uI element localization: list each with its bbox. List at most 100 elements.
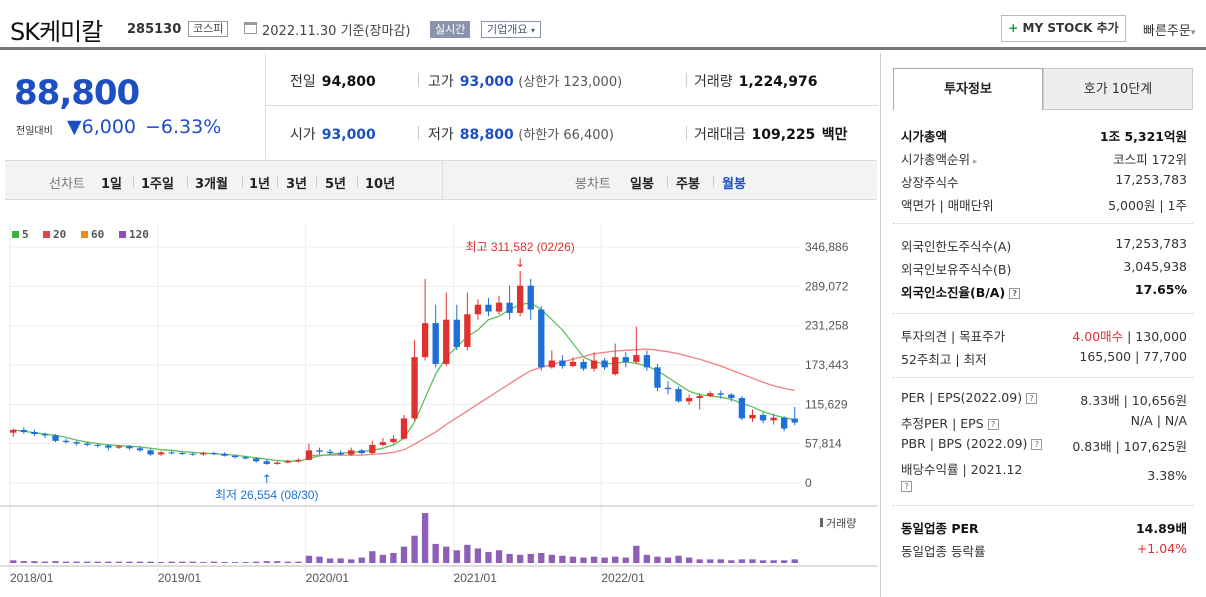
- compare-label: 전일대비: [16, 126, 53, 137]
- x-tick-label: 2019/01: [158, 571, 202, 585]
- period-3y[interactable]: 3년: [286, 177, 308, 192]
- x-tick-label: 2018/01: [10, 571, 54, 585]
- candle-body: [411, 357, 418, 419]
- volume-bar: [421, 513, 429, 563]
- trade-amount: 거래대금 109,225 백만: [694, 127, 848, 143]
- section-divider: [893, 377, 1193, 378]
- quote-grid: 전일 94,800 고가 93,000 (상한가 123,000) 거래량 1,224…: [265, 53, 878, 159]
- info-key: 외국인한도주식수(A): [901, 239, 1012, 254]
- candle-body: [115, 446, 123, 448]
- candle-body: [221, 453, 228, 456]
- volume-bar: [52, 561, 59, 563]
- candle-daily[interactable]: 일봉: [630, 177, 654, 192]
- help-icon[interactable]: ?: [1031, 439, 1043, 450]
- line-chart-label: 선차트: [49, 177, 85, 192]
- candle-body: [759, 414, 767, 421]
- add-mystock-button[interactable]: + MY STOCK 추가: [1001, 15, 1126, 42]
- help-icon[interactable]: ?: [1026, 393, 1038, 404]
- candle-body: [717, 393, 724, 395]
- info-row: PER | EPS(2022.09)? 8.33배 | 10,656원: [893, 387, 1195, 410]
- low-price: 저가 88,800 (하한가 66,400): [428, 127, 614, 143]
- info-key: 외국인보유주식수(B): [901, 262, 1012, 277]
- candle-body: [10, 429, 17, 433]
- candle-body: [390, 438, 397, 443]
- candle-body: [516, 285, 524, 313]
- volume-bar: [369, 551, 376, 563]
- volume-bar: [738, 559, 746, 563]
- tab-invest-info[interactable]: 투자정보: [893, 68, 1043, 110]
- period-1y[interactable]: 1년: [249, 177, 271, 192]
- volume-bar: [717, 559, 724, 563]
- volume-bar: [337, 558, 344, 563]
- period-1d[interactable]: 1일: [101, 177, 123, 192]
- candle-body: [305, 450, 313, 460]
- volume-bar: [358, 557, 365, 563]
- company-overview-dropdown[interactable]: 기업개요 ▾: [481, 21, 541, 38]
- volume-bar: [411, 535, 418, 563]
- candle-body: [84, 443, 91, 445]
- info-row: 외국인보유주식수(B) 3,045,938: [893, 256, 1195, 279]
- volume-bar: [464, 544, 471, 563]
- volume-bar: [157, 562, 165, 563]
- info-key: 동일업종 PER: [901, 521, 979, 536]
- volume-bar: [252, 561, 260, 563]
- volume-bar: [62, 561, 70, 563]
- legend-swatch: [81, 231, 88, 238]
- legend-swatch: [43, 231, 50, 238]
- info-value: 17,253,783: [1115, 172, 1187, 187]
- chart-canvas[interactable]: 0 57,814 115,629 173,443 231,258 289,072 346,8…: [0, 205, 878, 597]
- candle-body: [749, 414, 756, 419]
- help-icon[interactable]: ?: [1009, 288, 1021, 299]
- candle-body: [136, 448, 144, 451]
- volume-bar: [707, 559, 714, 563]
- candle-body: [601, 360, 608, 368]
- period-1w[interactable]: 1주일: [141, 177, 174, 192]
- candle-body: [633, 355, 640, 362]
- volume-label: 거래량: [826, 517, 856, 530]
- volume-bar: [474, 548, 482, 563]
- candle-body: [654, 367, 661, 388]
- help-icon[interactable]: ?: [901, 481, 912, 492]
- tab-order-book[interactable]: 호가 10단계: [1043, 68, 1193, 110]
- stock-chart[interactable]: 0 57,814 115,629 173,443 231,258 289,072 346,8…: [0, 205, 878, 597]
- y-tick-label: 115,629: [805, 397, 848, 411]
- volume-bar: [664, 557, 672, 563]
- candle-body: [284, 461, 292, 463]
- candle-body: [179, 453, 186, 455]
- info-group5: 동일업종 PER 14.89배 동일업종 등락률 +1.04%: [893, 515, 1195, 561]
- quick-order-button[interactable]: 빠른주문▾: [1143, 20, 1195, 39]
- realtime-button[interactable]: 실시간: [430, 21, 471, 38]
- legend-swatch: [12, 231, 19, 238]
- volume-bar: [780, 560, 788, 563]
- help-icon[interactable]: ?: [987, 419, 999, 430]
- volume-bar: [749, 559, 756, 563]
- candle-body: [580, 361, 587, 369]
- period-5y[interactable]: 5년: [325, 177, 347, 192]
- volume-bar: [590, 556, 598, 563]
- candle-body: [643, 355, 651, 368]
- y-tick-label: 346,886: [805, 240, 849, 254]
- volume-bar: [168, 561, 175, 563]
- y-tick-label: 231,258: [805, 319, 849, 333]
- candle-body: [538, 309, 545, 368]
- period-3m[interactable]: 3개월: [195, 177, 228, 192]
- candle-body: [559, 360, 566, 366]
- candle-weekly[interactable]: 주봉: [676, 177, 700, 192]
- info-key: 52주최고 | 최저: [901, 352, 987, 367]
- legend-swatch: [119, 231, 126, 238]
- info-row: 시가총액 1조 5,321억원: [893, 123, 1195, 146]
- candle-body: [379, 442, 387, 445]
- candle-monthly[interactable]: 월봉: [722, 177, 746, 192]
- candle-body: [94, 444, 101, 446]
- candle-body: [62, 440, 70, 443]
- candle-body: [707, 393, 714, 396]
- info-key: PER | EPS(2022.09)?: [901, 390, 1038, 405]
- volume-bar: [73, 561, 80, 563]
- period-10y[interactable]: 10년: [365, 177, 396, 192]
- info-key: 외국인소진율(B/A)?: [901, 282, 1021, 301]
- volume-bar: [305, 555, 313, 563]
- candle-body: [252, 458, 260, 462]
- volume-bar: [274, 561, 281, 563]
- candle-body: [453, 319, 460, 347]
- volume-bar: [284, 561, 292, 563]
